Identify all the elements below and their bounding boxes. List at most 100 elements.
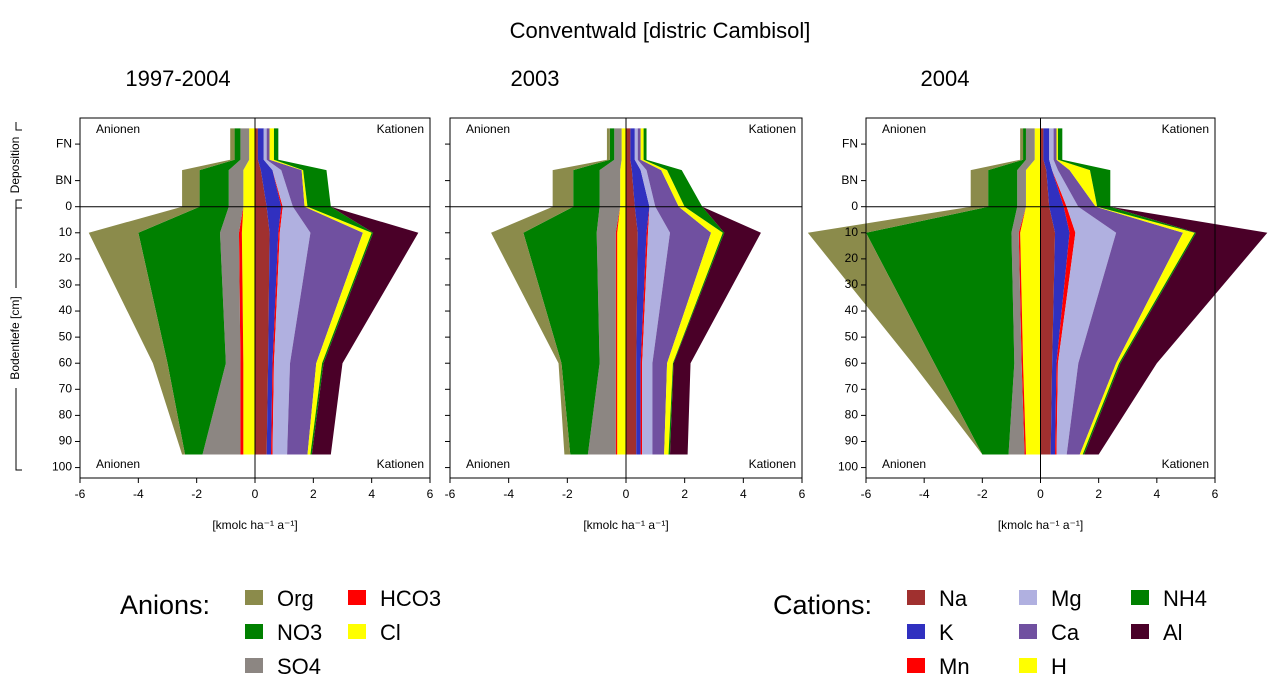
y-tick-label: 10	[59, 225, 73, 239]
axis-brackets	[15, 122, 22, 471]
panel-title: 2004	[921, 66, 970, 91]
cations-legend-title: Cations:	[773, 590, 872, 620]
legend-swatch	[1131, 590, 1149, 605]
y-tick-label: 20	[59, 251, 73, 265]
area-mg	[634, 128, 670, 455]
legend-label: NO3	[277, 620, 322, 645]
page-title: Conventwald [distric Cambisol]	[510, 18, 811, 43]
legend-swatch	[1019, 624, 1037, 639]
deposition-bracket	[15, 122, 22, 208]
area-ca	[266, 128, 363, 455]
cation-label: Kationen	[377, 457, 424, 471]
panel: 1997-2004 -6 -4 -2 0 2 4 6 FN BN 0 10 20 30 40 50 60 70 80…	[52, 66, 434, 532]
legend-swatch	[245, 658, 263, 673]
area-no3	[138, 128, 241, 455]
anion-label: Anionen	[466, 457, 510, 471]
y-axis-label: Bodentiefe [cm]	[8, 296, 22, 379]
x-tick-label: -4	[133, 487, 144, 501]
cation-label: Kationen	[749, 122, 796, 136]
area-hco3	[238, 128, 250, 455]
x-tick-label: 2	[310, 487, 317, 501]
y-tick-label: 40	[845, 303, 859, 317]
x-tick-label: 2	[681, 487, 688, 501]
anion-label: Anionen	[882, 457, 926, 471]
area-no3	[866, 128, 1026, 455]
anions-legend-title: Anions:	[120, 590, 210, 620]
x-tick-label: -4	[919, 487, 930, 501]
anion-label: Anionen	[96, 122, 140, 136]
legend-label: Ca	[1051, 620, 1080, 645]
y-tick-label: 80	[59, 408, 73, 422]
y-tick-label: 60	[59, 355, 73, 369]
area-na	[626, 128, 638, 455]
y-tick-label: 70	[59, 381, 73, 395]
area-nh4	[273, 128, 374, 455]
y-tick-label: FN	[842, 136, 858, 150]
x-tick-label: 0	[1037, 487, 1044, 501]
legend-swatch	[245, 590, 263, 605]
x-tick-label: 4	[368, 487, 375, 501]
x-tick-label: 6	[799, 487, 806, 501]
y-tick-label: 20	[845, 251, 859, 265]
legend-swatch	[907, 624, 925, 639]
y-tick-label: 0	[65, 199, 72, 213]
cation-label: Kationen	[1162, 457, 1209, 471]
legend-label: Cl	[380, 620, 401, 645]
y-tick-label: 90	[59, 434, 73, 448]
panel-title: 2003	[511, 66, 560, 91]
legend-swatch	[907, 658, 925, 673]
y-tick-label: 80	[845, 408, 859, 422]
area-k	[630, 128, 650, 455]
x-tick-label: 6	[1212, 487, 1219, 501]
x-tick-label: 6	[427, 487, 434, 501]
area-ca	[637, 128, 712, 455]
x-tick-label: -6	[445, 487, 456, 501]
area-hco3	[1018, 128, 1035, 455]
y-tick-label: 30	[59, 277, 73, 291]
legend-swatch	[1019, 590, 1037, 605]
legend-label: Mn	[939, 654, 970, 679]
area-na	[1040, 128, 1056, 455]
y-tick-label: 100	[838, 460, 858, 474]
y-tick-label: 40	[59, 303, 73, 317]
x-tick-label: 0	[623, 487, 630, 501]
area-al	[1062, 128, 1268, 455]
legend-swatch	[1131, 624, 1149, 639]
y-tick-label: BN	[55, 173, 72, 187]
legend-swatch	[348, 624, 366, 639]
area-na	[255, 128, 270, 455]
legend-label: NH4	[1163, 586, 1207, 611]
legend-swatch	[1019, 658, 1037, 673]
area-mg	[1049, 128, 1117, 455]
y-tick-label: 70	[845, 381, 859, 395]
legend-label: Na	[939, 586, 968, 611]
area-mg	[263, 128, 311, 455]
cation-label: Kationen	[1162, 122, 1209, 136]
y-tick-label: 10	[845, 225, 859, 239]
area-k	[1043, 128, 1070, 455]
area-cl	[1020, 128, 1041, 455]
x-axis-label: [kmolc ha⁻¹ a⁻¹]	[998, 518, 1083, 532]
x-tick-label: 4	[1153, 487, 1160, 501]
x-tick-label: 4	[740, 487, 747, 501]
legend-swatch	[907, 590, 925, 605]
legend-label: Org	[277, 586, 314, 611]
area-org	[88, 128, 235, 455]
area-k	[257, 128, 282, 455]
x-tick-label: -6	[861, 487, 872, 501]
x-axis-label: [kmolc ha⁻¹ a⁻¹]	[212, 518, 297, 532]
panel-title: 1997-2004	[125, 66, 230, 91]
x-tick-label: 0	[252, 487, 259, 501]
anion-label: Anionen	[882, 122, 926, 136]
y-tick-label: 90	[845, 434, 859, 448]
panel: 2003 -6 -4 -2 0 2 4 6 Anionen Kationen Anionen Kati…	[445, 66, 806, 532]
y-tick-label: 100	[52, 460, 72, 474]
legend-label: HCO3	[380, 586, 441, 611]
deposition-label: Deposition	[8, 137, 22, 194]
anion-label: Anionen	[466, 122, 510, 136]
area-so4	[202, 128, 250, 455]
legend-swatch	[348, 590, 366, 605]
area-al	[646, 128, 761, 455]
area-no3	[523, 128, 615, 455]
area-cl	[241, 128, 255, 455]
